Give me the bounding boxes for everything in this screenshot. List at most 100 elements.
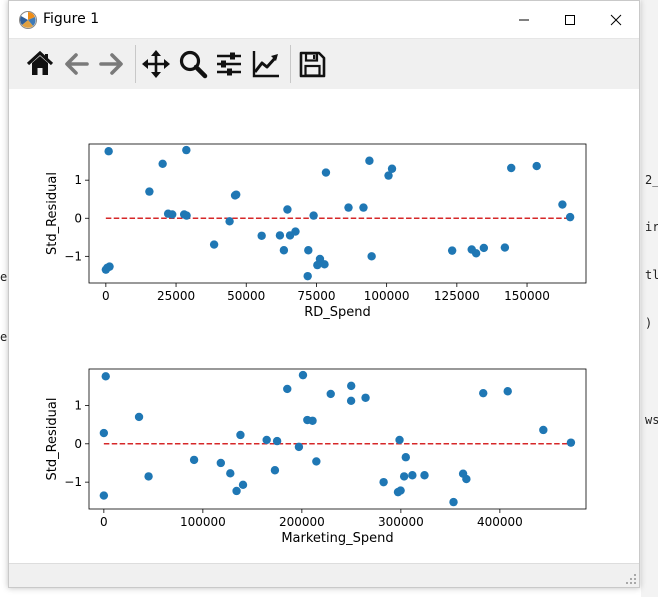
data-point: [225, 217, 234, 226]
residual-plots-figure: 0 25000 50000 75000 100000 125000 150000 1 0 −1 RD…: [45, 143, 587, 546]
data-point: [507, 163, 516, 173]
data-point: [101, 372, 110, 381]
data-point: [283, 205, 292, 214]
data-point: [500, 243, 510, 252]
data-point: [503, 387, 512, 396]
window-title: Figure 1: [43, 11, 100, 27]
figure-window: Figure 1: [8, 0, 640, 588]
data-point: [367, 252, 376, 261]
data-point: [361, 393, 370, 402]
data-point: [344, 203, 353, 212]
x-axis-label: Marketing_Spend: [281, 531, 393, 546]
forward-button[interactable]: [95, 47, 129, 81]
data-point: [216, 458, 226, 468]
data-point: [285, 231, 295, 240]
x-tick-label: 100000: [364, 289, 410, 303]
data-point: [387, 164, 397, 173]
resize-grip-icon[interactable]: [625, 573, 637, 585]
x-tick-label: 125000: [434, 289, 480, 303]
data-point: [408, 471, 417, 480]
data-point: [479, 243, 489, 253]
pan-button[interactable]: [139, 47, 173, 81]
data-point: [565, 212, 575, 222]
configure-subplots-icon: [217, 52, 241, 76]
data-point: [236, 430, 245, 440]
save-floppy-icon: [299, 51, 326, 78]
x-tick-label: 100000: [180, 515, 226, 529]
data-point: [182, 145, 191, 155]
data-point: [399, 472, 409, 481]
data-point: [479, 388, 488, 398]
data-point: [163, 209, 173, 218]
configure-subplots-button[interactable]: [212, 47, 246, 81]
y-tick-label: 1: [74, 173, 82, 187]
data-point: [103, 263, 112, 272]
y-tick-label: 1: [74, 398, 82, 412]
data-point: [365, 156, 374, 165]
data-point: [313, 260, 322, 270]
axes-frame: [88, 368, 587, 510]
minimize-button[interactable]: [501, 1, 547, 38]
data-point: [283, 384, 292, 394]
data-point: [272, 436, 282, 446]
x-tick-label: 150000: [504, 289, 550, 303]
data-point: [99, 491, 109, 500]
data-point: [467, 245, 476, 254]
status-bar: [9, 563, 639, 587]
matplotlib-logo-icon: [19, 11, 37, 29]
data-point: [347, 381, 356, 391]
background-text-fragment: 2_: [645, 173, 658, 187]
y-tick-label: −1: [64, 475, 82, 489]
navigation-toolbar: [9, 38, 639, 89]
minimize-icon: [519, 19, 529, 20]
x-tick-label: 75000: [297, 289, 335, 303]
data-point: [99, 428, 109, 438]
data-point: [447, 246, 457, 255]
back-button[interactable]: [59, 47, 93, 81]
x-tick-label: 200000: [279, 515, 325, 529]
data-point: [232, 486, 241, 496]
data-point: [158, 159, 167, 169]
maximize-button[interactable]: [547, 1, 593, 38]
figure-canvas[interactable]: 0 25000 50000 75000 100000 125000 150000 1 0 −1 RD…: [9, 89, 639, 563]
data-point: [257, 231, 266, 240]
forward-arrow-icon: [99, 53, 123, 75]
data-point: [303, 271, 312, 281]
save-button[interactable]: [295, 47, 329, 81]
home-button[interactable]: [23, 47, 57, 81]
edit-axis-button[interactable]: [249, 47, 283, 81]
y-axis-label: Std_Residual: [45, 397, 60, 480]
x-tick-label: 300000: [378, 515, 424, 529]
data-point: [359, 203, 368, 212]
y-tick-label: 0: [74, 437, 82, 451]
background-text-fragment: ): [645, 316, 653, 330]
background-text-fragment: e: [0, 270, 8, 284]
data-point: [346, 396, 356, 406]
data-point: [532, 161, 541, 171]
data-point: [270, 466, 280, 475]
zoom-magnifier-icon: [179, 50, 208, 79]
title-bar[interactable]: Figure 1: [9, 1, 639, 38]
data-point: [303, 415, 312, 425]
y-tick-label: −1: [64, 249, 82, 263]
data-point: [539, 425, 548, 435]
x-axis-label: RD_Spend: [304, 305, 371, 320]
back-arrow-icon: [65, 53, 89, 75]
data-point: [189, 455, 199, 465]
data-point: [312, 457, 321, 466]
zoom-button[interactable]: [176, 47, 210, 81]
data-point: [262, 435, 271, 445]
x-tick-label: 400000: [477, 515, 523, 529]
data-point: [558, 200, 567, 209]
y-axis-label: Std_Residual: [45, 172, 60, 255]
background-text-fragment: ws: [645, 413, 658, 427]
data-point: [294, 442, 304, 452]
data-point: [321, 168, 331, 177]
toolbar-separator: [290, 45, 291, 83]
data-point: [393, 487, 403, 497]
close-button[interactable]: [593, 1, 639, 38]
data-point: [238, 480, 248, 490]
close-icon: [610, 14, 622, 25]
data-point: [566, 438, 576, 447]
data-point: [304, 246, 313, 255]
